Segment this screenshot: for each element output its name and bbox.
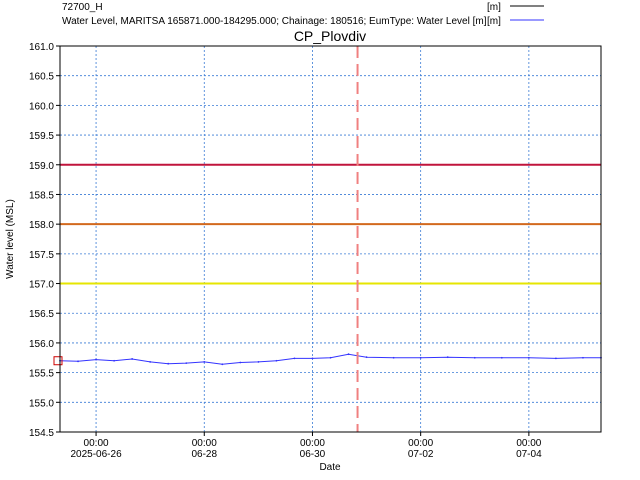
legend: 72700_H [m] Water Level, MARITSA 165871.…: [62, 2, 544, 27]
y-tick-label: 159.0: [29, 161, 54, 172]
x-tick-date-label: 07-02: [408, 449, 434, 460]
series-point: [311, 357, 314, 360]
series-point: [527, 356, 530, 359]
chart-title: CP_Plovdiv: [294, 28, 366, 44]
series-group: [53, 353, 602, 366]
y-axis-label: Water level (MSL): [5, 199, 16, 279]
series-point: [329, 356, 332, 359]
x-tick-date-label: 06-28: [191, 449, 217, 460]
x-axis-label: Date: [319, 462, 341, 473]
series-point: [149, 361, 152, 363]
series-point: [473, 356, 476, 359]
legend-unit-72700-h: [m]: [487, 2, 501, 13]
x-tick-time-label: 00:00: [300, 438, 325, 449]
y-tick-label: 157.0: [29, 280, 54, 291]
y-tick-label: 160.5: [29, 72, 54, 83]
y-tick-label: 158.0: [29, 220, 54, 231]
start-marker: [53, 356, 63, 366]
legend-label-72700-h: 72700_H: [62, 2, 103, 13]
plot-frame: [59, 45, 602, 433]
series-point: [275, 359, 278, 362]
x-tick-date-label: 06-30: [300, 449, 326, 460]
series-point: [293, 357, 296, 360]
series-point: [113, 359, 115, 362]
series-point: [419, 356, 422, 359]
y-tick-label: 157.5: [29, 250, 54, 261]
series-point: [203, 361, 206, 363]
series-point: [347, 353, 350, 356]
series-point: [167, 362, 170, 365]
x-tick-date-label: 2025-06-26: [70, 449, 122, 460]
series-point: [221, 363, 224, 366]
grid: [60, 46, 601, 432]
x-tick-time-label: 00:00: [516, 438, 541, 449]
y-tick-label: 159.5: [29, 131, 54, 142]
series-point: [582, 356, 584, 359]
y-tick-label: 161.0: [29, 42, 54, 53]
x-tick-time-label: 00:00: [192, 438, 217, 449]
series-point: [500, 356, 503, 359]
series-point: [95, 358, 97, 361]
y-axis-ticks: 154.5 155.0 155.5 156.0 156.5 157.0 157.5 158.0…: [29, 42, 60, 439]
y-tick-label: 155.0: [29, 398, 54, 409]
y-tick-label: 154.5: [29, 428, 54, 439]
y-tick-label: 158.5: [29, 190, 54, 201]
series-point: [239, 361, 242, 364]
series-point: [257, 361, 260, 363]
series-point: [365, 356, 368, 359]
y-tick-label: 156.0: [29, 339, 54, 350]
series-point: [185, 362, 188, 365]
legend-label-water-level: Water Level, MARITSA 165871.000-184295.0…: [62, 16, 487, 27]
y-tick-label: 156.5: [29, 309, 54, 320]
x-axis-ticks: 00:002025-06-2600:0006-2800:0006-3000:00…: [70, 432, 542, 460]
series-point: [131, 358, 134, 360]
y-tick-label: 155.5: [29, 369, 54, 380]
x-tick-time-label: 00:00: [408, 438, 433, 449]
series-point: [77, 360, 79, 363]
series-point: [392, 356, 395, 359]
x-tick-time-label: 00:00: [84, 438, 109, 449]
series-point: [555, 357, 557, 360]
threshold-lines: [60, 163, 601, 285]
y-tick-label: 160.0: [29, 101, 54, 112]
x-tick-date-label: 07-04: [516, 449, 542, 460]
series-point: [446, 356, 449, 359]
legend-unit-water-level: [m]: [487, 16, 501, 27]
series-line-water-level: [59, 353, 601, 365]
